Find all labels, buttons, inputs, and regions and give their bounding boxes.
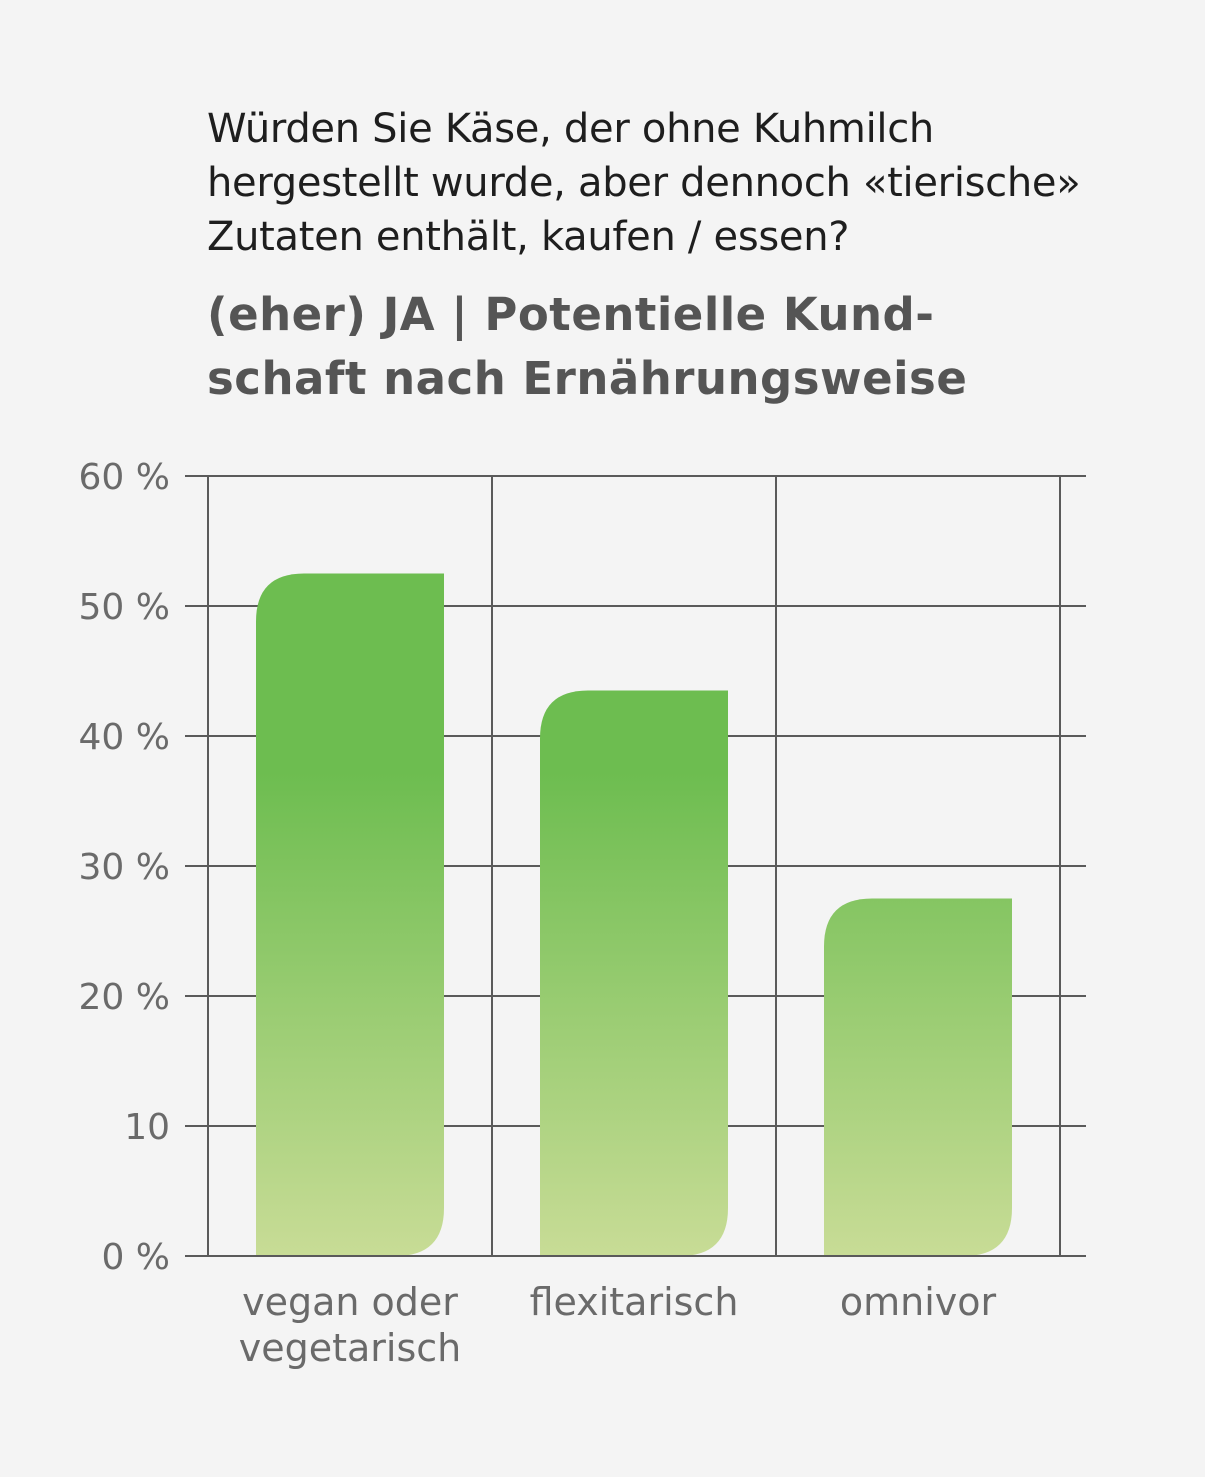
x-tick-label: omnivor	[840, 1280, 997, 1324]
y-tick-label: 0 %	[101, 1237, 170, 1278]
x-tick-label: vegan oder vegetarisch	[239, 1280, 462, 1370]
question-line-1: Würden Sie Käse, der ohne Kuhmilch	[207, 106, 934, 152]
y-tick-label: 60 %	[79, 457, 170, 498]
question-line-3: Zutaten enthält, kaufen / essen?	[207, 214, 850, 260]
chart-question: Würden Sie Käse, der ohne Kuhmilch herge…	[207, 102, 1147, 264]
bar-3	[824, 898, 1012, 1256]
chart-bars	[256, 573, 1012, 1256]
bar-2	[540, 690, 728, 1256]
chart-labels: 0 % 10 20 % 30 % 40 % 50 % 60 % vegan oder veget…	[79, 457, 997, 1370]
bar-1	[256, 573, 444, 1256]
x-tick-label-line: vegetarisch	[239, 1326, 462, 1370]
x-tick-label-line: omnivor	[840, 1280, 997, 1324]
subtitle-line-2: schaft nach Ernährungsweise	[207, 352, 968, 405]
y-tick-label: 50 %	[79, 587, 170, 628]
y-tick-label: 10	[124, 1107, 170, 1148]
chart-subtitle: (eher) JA | Potentielle Kund- schaft nac…	[207, 283, 1187, 411]
question-line-2: hergestellt wurde, aber dennoch «tierisc…	[207, 160, 1081, 206]
subtitle-line-1: (eher) JA | Potentielle Kund-	[207, 288, 935, 341]
y-tick-label: 40 %	[79, 717, 170, 758]
x-tick-label-line: vegan oder	[242, 1280, 458, 1324]
y-tick-label: 30 %	[79, 847, 170, 888]
x-tick-label: flexitarisch	[530, 1280, 739, 1324]
x-tick-label-line: flexitarisch	[530, 1280, 739, 1324]
y-tick-label: 20 %	[79, 977, 170, 1018]
